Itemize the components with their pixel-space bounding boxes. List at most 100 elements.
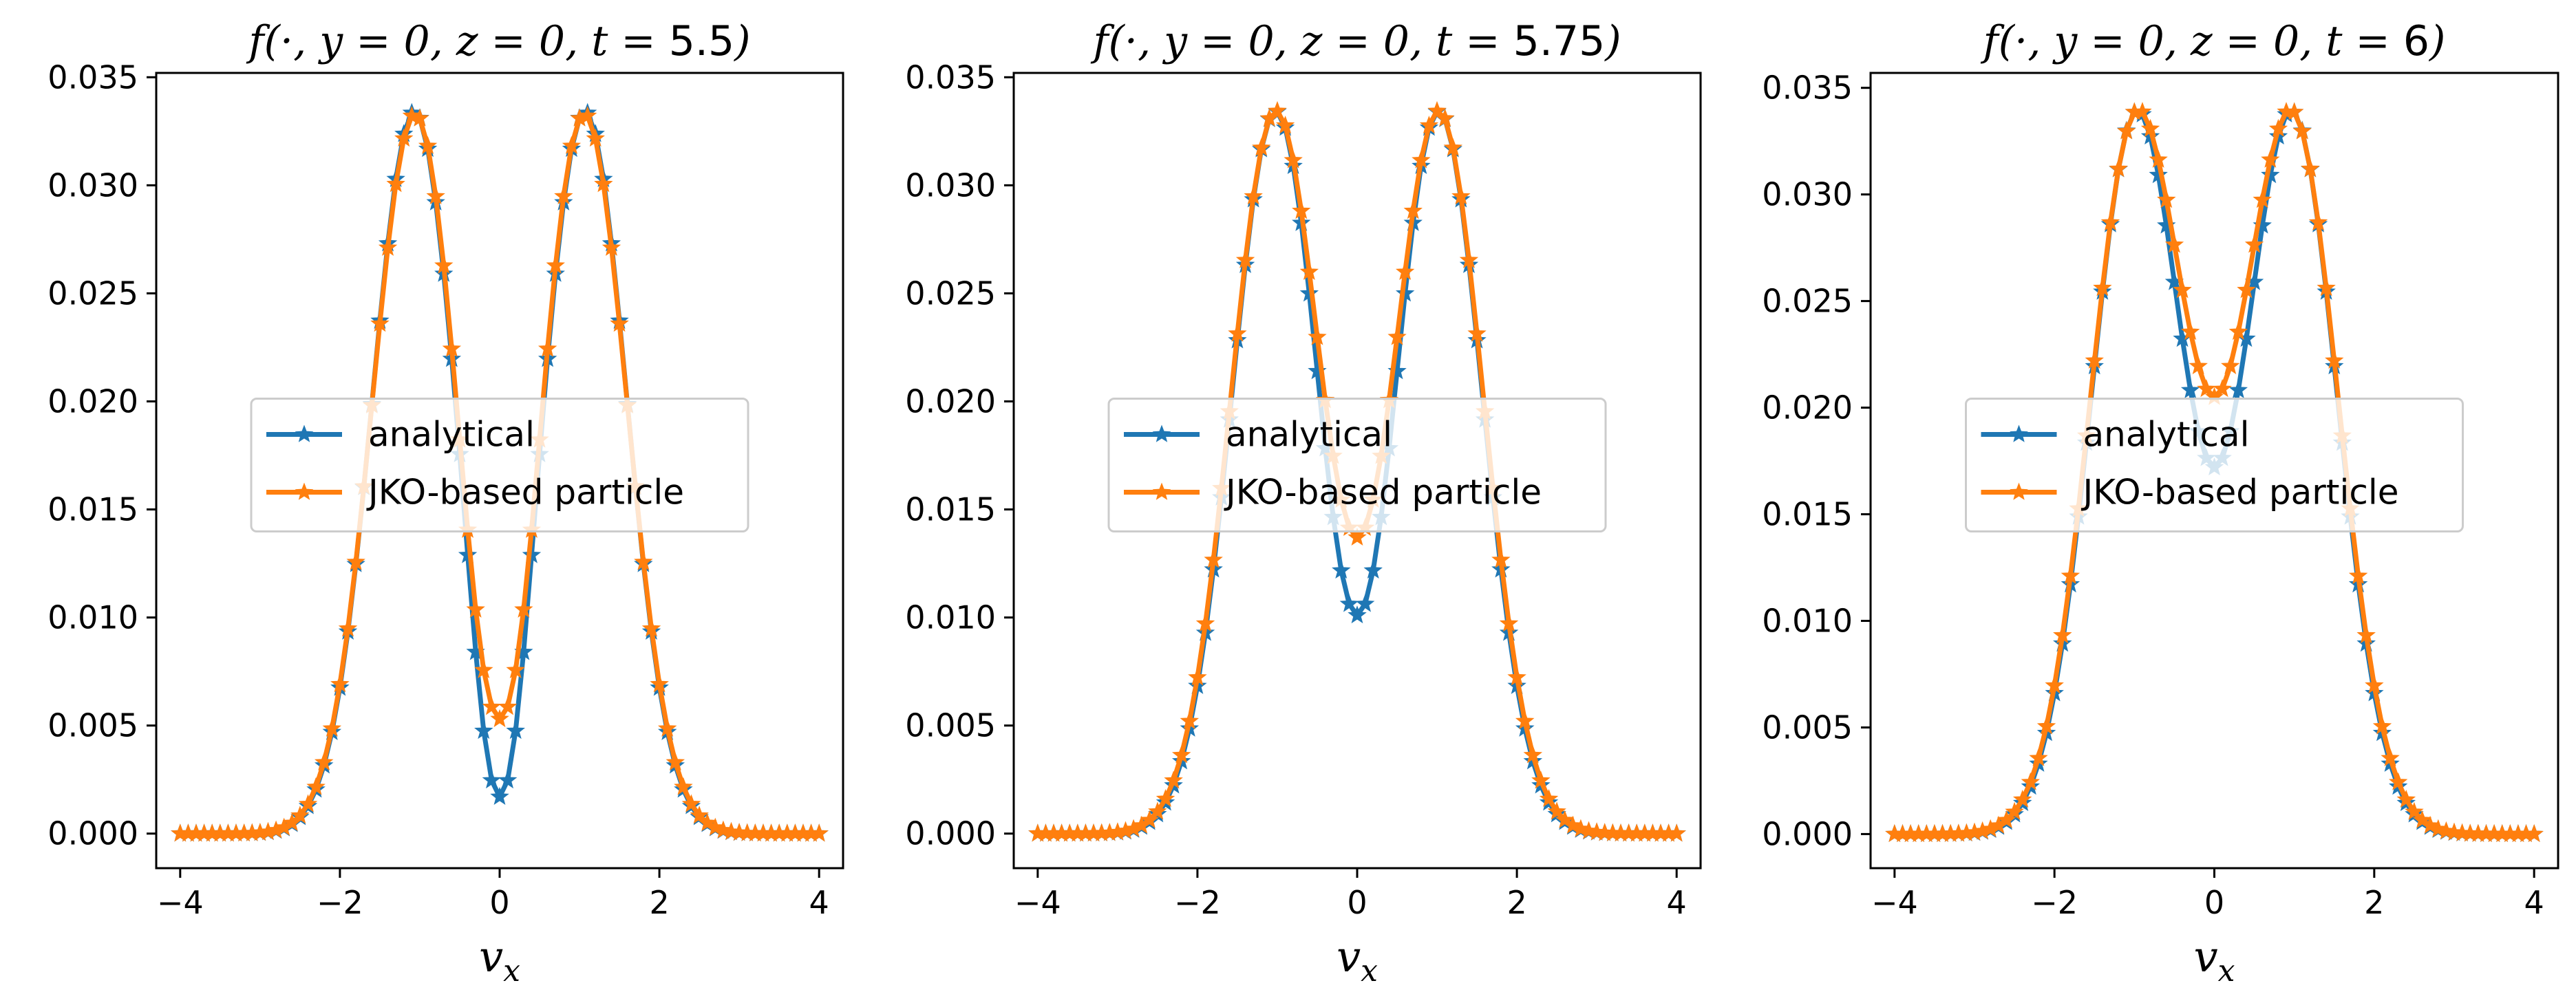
x-tick-label: −2 xyxy=(1174,884,1221,921)
data-point-jko-particle xyxy=(1467,323,1487,342)
y-tick-label: 0.035 xyxy=(905,58,996,96)
data-point-jko-particle xyxy=(1244,186,1263,205)
y-tick-label: 0.000 xyxy=(1762,815,1853,852)
data-point-analytical xyxy=(490,786,509,806)
data-point-jko-particle xyxy=(594,174,613,193)
data-point-analytical xyxy=(2261,165,2280,184)
data-point-jko-particle xyxy=(1555,810,1575,828)
x-axis-label: vx xyxy=(2194,931,2235,989)
data-point-jko-particle xyxy=(2261,149,2280,168)
data-point-jko-particle xyxy=(466,599,485,618)
data-point-jko-particle xyxy=(1412,150,1431,169)
y-tick-label: 0.010 xyxy=(47,599,138,636)
data-point-jko-particle xyxy=(506,660,525,678)
data-point-jko-particle xyxy=(577,106,597,125)
data-point-jko-particle xyxy=(1235,250,1255,268)
data-point-jko-particle xyxy=(2133,102,2152,120)
y-tick-label: 0.015 xyxy=(905,491,996,528)
data-point-jko-particle xyxy=(1403,201,1423,219)
data-point-jko-particle xyxy=(1419,116,1439,134)
data-point-jko-particle xyxy=(690,806,709,824)
data-point-jko-particle xyxy=(298,794,318,812)
x-tick-label: −4 xyxy=(1871,884,1918,921)
data-point-jko-particle xyxy=(2284,102,2304,120)
legend-label: analytical xyxy=(2083,415,2250,455)
data-point-jko-particle xyxy=(2372,716,2392,735)
data-point-jko-particle xyxy=(2109,159,2128,177)
data-point-jko-particle xyxy=(2365,676,2384,694)
chart-title: f(·, y = 0, z = 0, t = 5.75) xyxy=(1090,17,1621,65)
data-point-jko-particle xyxy=(1292,201,1311,219)
data-point-jko-particle xyxy=(2012,789,2032,808)
y-tick-label: 0.005 xyxy=(905,707,996,744)
data-point-analytical xyxy=(1299,283,1319,302)
data-point-jko-particle xyxy=(2036,716,2056,735)
data-point-jko-particle xyxy=(1459,250,1479,268)
data-point-jko-particle xyxy=(2197,378,2216,398)
x-tick-label: 2 xyxy=(1507,884,1526,921)
data-point-analytical xyxy=(1363,560,1383,579)
legend-box xyxy=(1107,398,1607,532)
y-tick-label: 0.000 xyxy=(47,815,138,852)
data-point-jko-particle xyxy=(2021,772,2041,790)
data-point-jko-particle xyxy=(1171,745,1191,764)
data-point-jko-particle xyxy=(2213,378,2232,398)
legend: analytical JKO-based particle xyxy=(1965,398,2464,532)
data-point-jko-particle xyxy=(1156,788,1175,808)
y-tick-label: 0.010 xyxy=(1762,602,1853,639)
data-point-jko-particle xyxy=(2396,789,2416,808)
data-point-analytical xyxy=(482,770,502,789)
data-point-jko-particle xyxy=(1515,711,1535,730)
data-point-jko-particle xyxy=(554,186,573,205)
data-point-jko-particle xyxy=(1188,667,1207,686)
data-point-jko-particle xyxy=(2100,212,2120,231)
data-point-jko-particle xyxy=(1252,138,1271,156)
axes-frame xyxy=(1869,72,2559,870)
data-point-jko-particle xyxy=(1348,527,1367,546)
x-tick-label: −4 xyxy=(157,884,204,921)
data-point-jko-particle xyxy=(2348,565,2368,584)
data-point-jko-particle xyxy=(1523,745,1543,764)
data-point-jko-particle xyxy=(1204,550,1223,568)
x-tick-label: −4 xyxy=(1014,884,1061,921)
data-point-jko-particle xyxy=(2237,280,2256,299)
data-point-analytical xyxy=(522,545,542,563)
y-tick-label: 0.030 xyxy=(47,166,138,204)
data-point-jko-particle xyxy=(2180,322,2200,341)
data-point-jko-particle xyxy=(1507,667,1526,686)
data-point-jko-particle xyxy=(2117,121,2136,140)
legend-label: analytical xyxy=(1226,415,1392,455)
data-point-jko-particle xyxy=(1563,815,1583,834)
data-point-jko-particle xyxy=(410,108,429,127)
data-point-jko-particle xyxy=(2292,121,2312,140)
data-point-jko-particle xyxy=(2301,159,2320,177)
data-point-jko-particle xyxy=(306,777,326,795)
legend-swatch-marker xyxy=(295,424,314,442)
y-tick-label: 0.035 xyxy=(47,58,138,96)
data-point-jko-particle xyxy=(338,618,358,637)
data-point-jko-particle xyxy=(370,314,390,332)
data-point-analytical xyxy=(1348,605,1367,624)
data-point-jko-particle xyxy=(1451,186,1471,205)
data-point-jko-particle xyxy=(1443,138,1462,156)
data-point-jko-particle xyxy=(2164,235,2184,253)
y-tick-label: 0.020 xyxy=(1762,389,1853,427)
chart-title: f(·, y = 0, z = 0, t = 6) xyxy=(1981,17,2446,65)
data-point-analytical xyxy=(498,770,518,789)
y-tick-label: 0.015 xyxy=(47,491,138,528)
data-point-jko-particle xyxy=(290,806,310,824)
x-tick-label: −2 xyxy=(317,884,363,921)
data-point-jko-particle xyxy=(1299,261,1319,280)
data-point-jko-particle xyxy=(2149,149,2168,168)
data-point-jko-particle xyxy=(681,794,701,812)
data-point-jko-particle xyxy=(1667,823,1686,842)
legend-box xyxy=(1965,398,2464,532)
data-point-jko-particle xyxy=(2308,212,2328,231)
data-point-jko-particle xyxy=(1997,810,2016,828)
data-point-jko-particle xyxy=(2420,815,2440,834)
data-point-jko-particle xyxy=(2045,676,2064,694)
data-point-jko-particle xyxy=(2029,748,2048,766)
data-point-jko-particle xyxy=(1180,711,1200,730)
x-tick-label: 0 xyxy=(489,884,509,921)
